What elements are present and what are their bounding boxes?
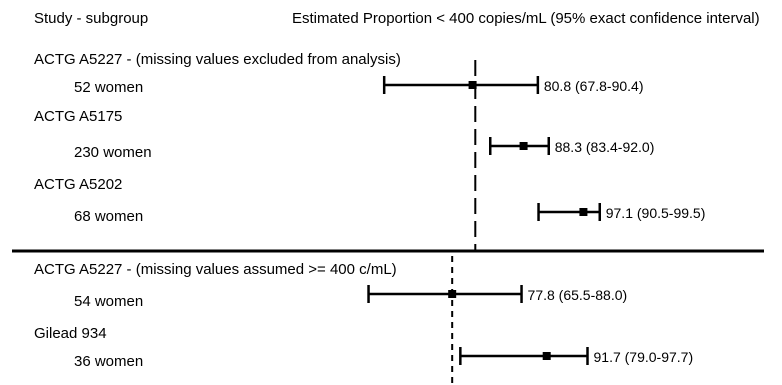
header-estimated-proportion: Estimated Proportion < 400 copies/mL (95… <box>292 10 760 27</box>
point-estimate <box>542 352 551 360</box>
estimate-value-label: 97.1 (90.5-99.5) <box>606 205 706 221</box>
estimate-value-label: 77.8 (65.5-88.0) <box>528 287 628 303</box>
subgroup-label-230-women: 230 women <box>74 144 152 161</box>
subgroup-label-68-women: 68 women <box>74 208 143 225</box>
subgroup-label-52-women: 52 women <box>74 79 143 96</box>
estimate-value-label: 91.7 (79.0-97.7) <box>594 349 694 365</box>
point-estimate <box>579 208 588 216</box>
estimate-value-label: 80.8 (67.8-90.4) <box>544 78 644 94</box>
subgroup-label-54-women: 54 women <box>74 293 143 310</box>
study-label-a5227-excluded: ACTG A5227 - (missing values excluded fr… <box>34 51 401 68</box>
forest-marks: 80.8 (67.8-90.4) 88.3 (83.4-92.0) 97.1 (90… <box>367 60 706 385</box>
study-label-gilead-934: Gilead 934 <box>34 325 107 342</box>
point-estimate <box>468 81 477 89</box>
point-estimate <box>519 142 528 150</box>
header-study-subgroup: Study - subgroup <box>34 10 148 27</box>
study-label-a5175: ACTG A5175 <box>34 108 122 125</box>
study-label-a5202: ACTG A5202 <box>34 176 122 193</box>
subgroup-label-36-women: 36 women <box>74 353 143 370</box>
estimate-value-label: 88.3 (83.4-92.0) <box>555 139 655 155</box>
point-estimate <box>448 290 457 298</box>
study-label-a5227-assumed: ACTG A5227 - (missing values assumed >= … <box>34 261 397 278</box>
